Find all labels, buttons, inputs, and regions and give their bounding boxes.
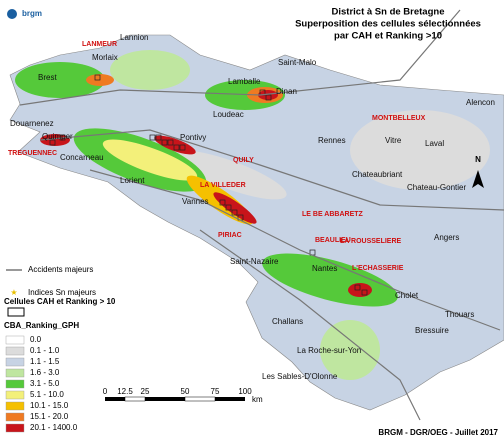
legend-swatch [5, 346, 25, 356]
city-label: Douarnenez [10, 119, 54, 128]
deposit-label: LA ROUSSELIERE [340, 238, 402, 245]
title-line: par CAH et Ranking >10 [334, 31, 442, 42]
logo: brgm [22, 9, 42, 18]
cells [49, 74, 368, 296]
legend-class: 5.1 - 10.0 [30, 390, 64, 399]
city-label: Cholet [395, 291, 419, 300]
scale-unit: km [252, 395, 263, 404]
logo-mark [7, 9, 17, 19]
legend-class: 0.1 - 1.0 [30, 346, 60, 355]
city-label: Chateaubriant [352, 170, 403, 179]
deposit-label: PIRIAC [218, 232, 242, 239]
scale-label: 50 [181, 387, 190, 396]
legend-class: 3.1 - 5.0 [30, 379, 60, 388]
legend-title: CBA_Ranking_GPH [4, 321, 79, 330]
city-label: Alencon [466, 98, 495, 107]
svg-text:★: ★ [10, 288, 17, 297]
city-label: Nantes [312, 264, 337, 273]
city-label: Vitre [385, 136, 402, 145]
city-label: Lorient [120, 176, 145, 185]
legend-faults: Accidents majeurs [28, 265, 93, 274]
legend-swatch [5, 379, 25, 389]
ranking-zones [15, 50, 490, 380]
legend-indices: Indices Sn majeurs [28, 288, 96, 297]
city-label: Concarneau [60, 153, 104, 162]
faults [19, 9, 504, 421]
city-label: Dinan [276, 87, 297, 96]
legend-swatch [5, 357, 25, 367]
city-label: Quimper [42, 132, 73, 141]
deposit-label: LE BE ABBARETZ [302, 211, 364, 218]
city-label: Les Sables-D'Olonne [262, 372, 338, 381]
footer: BRGM - DGR/OEG - Juillet 2017 [378, 428, 498, 437]
city-label: Vannes [182, 197, 209, 206]
legend-class: 1.6 - 3.0 [30, 368, 60, 377]
city-label: Bressuire [415, 326, 449, 335]
deposit-label: QUILY [233, 157, 254, 164]
city-label: Chateau-Gontier [407, 183, 466, 192]
deposit-label: LANMEUR [82, 41, 117, 48]
title-line: Superposition des cellules sélectionnées [295, 19, 481, 30]
deposit-label: TREGUENNEC [8, 150, 57, 157]
city-label: Thouars [445, 310, 474, 319]
legend-cells: Cellules CAH et Ranking > 10 [4, 297, 116, 306]
city-label: La Roche-sur-Yon [297, 346, 361, 355]
city-label: Pontivy [180, 133, 206, 142]
legend-class: 20.1 - 1400.0 [30, 423, 78, 432]
city-label: Rennes [318, 136, 346, 145]
legend-swatch [5, 423, 25, 433]
scale-bar [105, 396, 245, 402]
city-label: Loudeac [213, 110, 244, 119]
scale-label: 0 [103, 387, 108, 396]
legend-swatch [5, 412, 25, 422]
legend-class: 1.1 - 1.5 [30, 357, 60, 366]
city-label: Morlaix [92, 53, 118, 62]
city-label: Challans [272, 317, 303, 326]
legend-class: 15.1 - 20.0 [30, 412, 69, 421]
legend-swatch [5, 335, 25, 345]
legend-swatch [5, 401, 25, 411]
scale-label: 100 [238, 387, 252, 396]
scale-label: 12.5 [117, 387, 133, 396]
scale-label: 25 [141, 387, 150, 396]
north-label: N [475, 155, 481, 164]
city-label: Lannion [120, 33, 148, 42]
city-label: Lamballe [228, 77, 261, 86]
deposit-label: BEAULIEU [315, 237, 351, 244]
legend-swatch [5, 368, 25, 378]
city-label: Saint-Malo [278, 58, 317, 67]
city-label: Saint-Nazaire [230, 257, 279, 266]
deposit-label: L'ECHASSERIE [352, 265, 404, 272]
city-label: Brest [38, 73, 57, 82]
city-label: Angers [434, 233, 459, 242]
legend-class: 0.0 [30, 335, 42, 344]
legend-swatch [5, 390, 25, 400]
north-arrow [472, 170, 484, 188]
deposit-label: MONTBELLEUX [372, 115, 426, 122]
title-line: District à Sn de Bretagne [332, 7, 445, 18]
legend-class: 10.1 - 15.0 [30, 401, 69, 410]
scale-label: 75 [211, 387, 220, 396]
city-label: Laval [425, 139, 444, 148]
deposit-label: LA VILLEDER [200, 182, 246, 189]
